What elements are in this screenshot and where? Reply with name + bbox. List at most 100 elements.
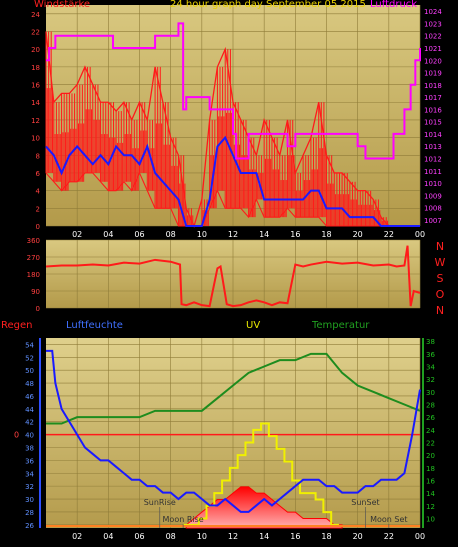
x-tick-label: 04: [103, 230, 113, 239]
x-tick-label: 20: [353, 230, 363, 239]
x-tick-label: 06: [134, 230, 144, 239]
sunrise-label: SunRise: [144, 498, 176, 507]
y-tick-left: 28: [25, 509, 34, 517]
y-tick-left: 18: [31, 64, 40, 72]
x-tick-label: 14: [259, 230, 269, 239]
y-tick-right: 1023: [424, 20, 442, 28]
x-tick-label: 04: [103, 532, 113, 541]
y-tick-left: 42: [25, 419, 34, 427]
y-tick-right: 14: [426, 490, 435, 498]
y-tick-right: 1022: [424, 33, 442, 41]
y-tick-left: 50: [25, 367, 34, 375]
y-tick-right: 26: [426, 414, 435, 422]
x-tick-label: 16: [290, 230, 300, 239]
humidity-line: [46, 349, 421, 513]
y-tick-left: 36: [25, 457, 34, 465]
x-tick-label: 06: [134, 532, 144, 541]
y-tick-left: 16: [31, 82, 40, 90]
y-tick-left: 44: [25, 406, 34, 414]
y-tick-right: 16: [426, 478, 435, 486]
uv-line: [183, 422, 339, 526]
y-tick-left: 6: [36, 170, 41, 178]
pressure-line: [46, 22, 421, 160]
compass-label: S: [437, 272, 444, 285]
y-tick-right: 1008: [424, 205, 442, 213]
y-tick-left: 54: [25, 341, 34, 349]
y-tick-left: 52: [25, 354, 34, 362]
y-tick-right: 30: [426, 389, 435, 397]
y-tick-right: 1010: [424, 180, 442, 188]
x-tick-label: 02: [72, 230, 82, 239]
wind-direction-line: [45, 245, 421, 308]
x-tick-label: 12: [228, 230, 238, 239]
x-tick-label: 18: [321, 532, 331, 541]
y-tick-right: 12: [426, 503, 435, 511]
x-tick-label: 22: [384, 532, 394, 541]
x-tick-label: 14: [259, 532, 269, 541]
y-tick-left: 14: [31, 99, 40, 107]
y-tick-right: 24: [426, 427, 435, 435]
y-tick-right: 10: [426, 516, 435, 524]
y-tick-left: 26: [25, 522, 34, 530]
y-tick-left: 38: [25, 444, 34, 452]
y-tick-left: 360: [27, 237, 40, 245]
y-tick-right: 1012: [424, 155, 442, 163]
y-tick-left: 2: [36, 205, 40, 213]
x-tick-label: 10: [197, 230, 207, 239]
x-tick-label: 00: [415, 230, 425, 239]
solar-fill: [185, 486, 343, 529]
y-tick-left: 12: [31, 117, 40, 125]
regen-label: Regen: [1, 320, 33, 331]
y-tick-right: 28: [426, 402, 435, 410]
rain-zero-label: 0: [14, 431, 19, 440]
y-tick-left: 24: [31, 11, 40, 19]
y-tick-right: 38: [426, 338, 435, 346]
moonrise-label: Moon Rise: [163, 515, 204, 524]
y-tick-left: 34: [25, 470, 34, 478]
y-tick-left: 40: [25, 432, 34, 440]
y-tick-left: 180: [27, 271, 40, 279]
y-tick-right: 36: [426, 351, 435, 359]
compass-label: W: [435, 256, 446, 269]
x-tick-label: 08: [166, 532, 176, 541]
y-tick-left: 22: [31, 29, 40, 37]
y-tick-right: 1024: [424, 8, 442, 16]
uv-label: UV: [246, 320, 261, 331]
compass-label: O: [436, 288, 445, 301]
luftfeuchte-label: Luftfeuchte: [66, 320, 123, 331]
compass-label: N: [436, 240, 444, 253]
x-tick-label: 16: [290, 532, 300, 541]
wind-average-line: [45, 135, 420, 227]
y-tick-right: 1014: [424, 131, 442, 139]
y-tick-right: 1021: [424, 45, 442, 53]
y-tick-left: 32: [25, 483, 34, 491]
y-tick-right: 1007: [424, 217, 442, 225]
y-tick-right: 1018: [424, 82, 442, 90]
y-tick-right: 34: [426, 364, 435, 372]
x-tick-label: 10: [197, 532, 207, 541]
x-tick-label: 12: [228, 532, 238, 541]
x-tick-label: 02: [72, 532, 82, 541]
y-tick-right: 1015: [424, 119, 442, 127]
luftdruck-label: Luftdruck: [370, 0, 418, 10]
y-tick-left: 46: [25, 393, 34, 401]
compass-label: N: [436, 304, 444, 317]
sunset-label: SunSet: [351, 498, 379, 507]
y-tick-left: 4: [36, 188, 41, 196]
y-tick-left: 8: [36, 152, 40, 160]
moonset-label: Moon Set: [370, 515, 407, 524]
y-tick-left: 48: [25, 380, 34, 388]
x-tick-label: 00: [415, 532, 425, 541]
y-tick-left: 10: [31, 135, 40, 143]
y-tick-left: 90: [31, 288, 40, 296]
x-tick-label: 18: [321, 230, 331, 239]
x-tick-label: 22: [384, 230, 394, 239]
y-tick-right: 1011: [424, 168, 442, 176]
y-tick-right: 1016: [424, 106, 442, 114]
y-tick-right: 1019: [424, 70, 442, 78]
y-tick-right: 1020: [424, 57, 442, 65]
x-tick-label: 08: [166, 230, 176, 239]
y-tick-left: 270: [27, 254, 40, 262]
y-tick-right: 20: [426, 452, 435, 460]
windstaerke-label: Windstärke: [34, 0, 91, 10]
